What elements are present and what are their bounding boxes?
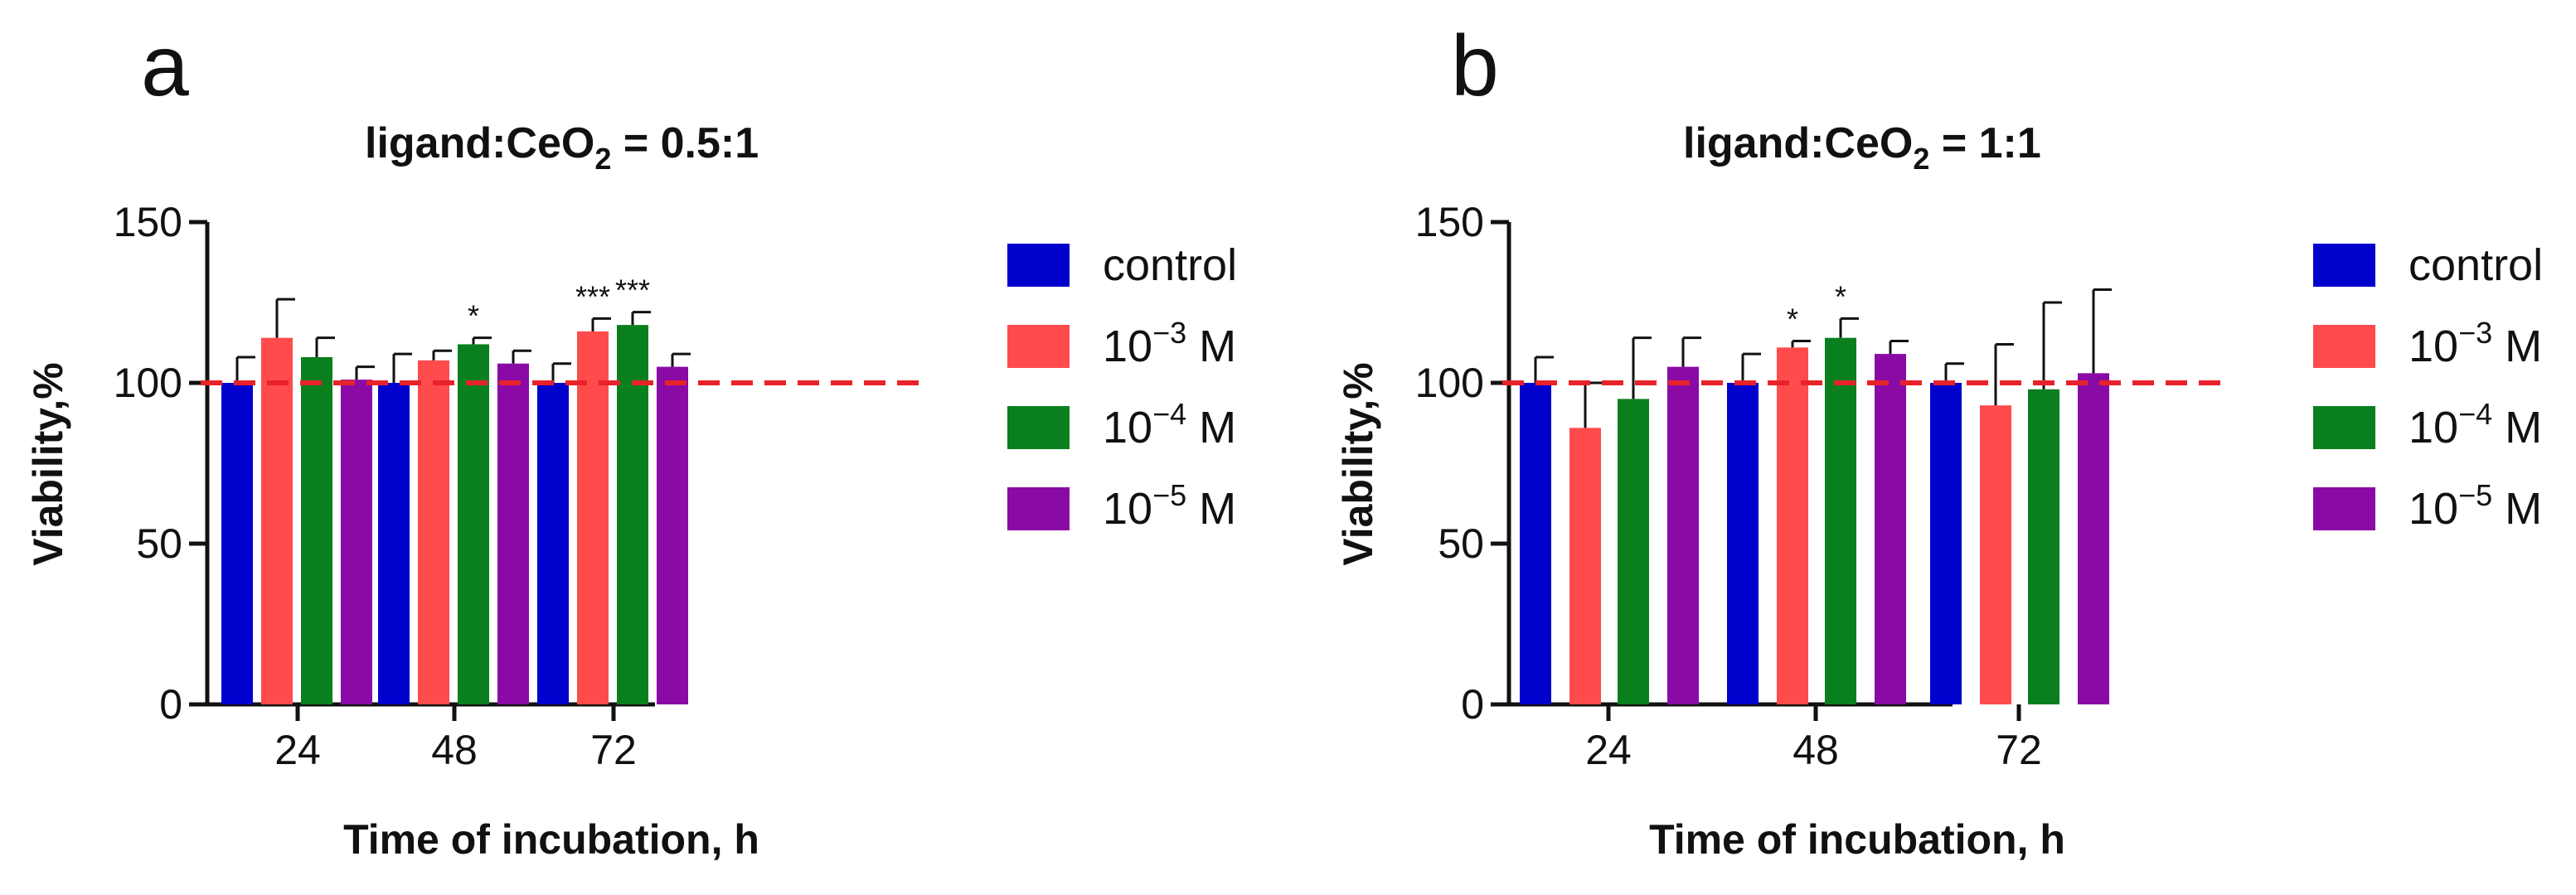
legend-label: 10−4 M <box>2409 397 2542 452</box>
bar-1-0 <box>261 337 293 704</box>
legend-label: 10−3 M <box>2409 316 2542 371</box>
bar-1-1 <box>1777 347 1808 704</box>
bar-2-1 <box>458 344 489 704</box>
significance-mark: * <box>1787 302 1798 336</box>
y-tick-label: 150 <box>1415 199 1484 245</box>
x-tick-label: 24 <box>274 727 321 773</box>
bar-2-2 <box>2028 389 2059 704</box>
y-tick-label: 100 <box>1415 360 1484 406</box>
legend-swatch <box>2313 487 2375 530</box>
legend-swatch <box>1007 244 1070 287</box>
bar-1-0 <box>1569 428 1601 704</box>
bar-0-1 <box>1727 383 1759 704</box>
y-tick-label: 0 <box>1461 681 1484 728</box>
chart-panel-b: b ligand:CeO2 = 1:1 0 50 100 150 24 48 72 * * Time … <box>1335 18 2543 863</box>
x-axis-label: Time of incubation, h <box>1649 816 2065 863</box>
y-tick-label: 100 <box>114 360 182 406</box>
legend-label: 10−4 M <box>1103 397 1236 452</box>
bar-1-1 <box>418 360 449 704</box>
y-tick-label: 50 <box>1438 520 1484 567</box>
bar-0-0 <box>221 383 253 704</box>
legend-swatch <box>1007 406 1070 449</box>
x-tick-label: 24 <box>1585 727 1632 773</box>
bar-2-0 <box>301 356 332 704</box>
significance-mark: * <box>1835 279 1846 313</box>
legend-label: 10−3 M <box>1103 316 1236 371</box>
x-tick-label: 48 <box>431 727 478 773</box>
legend-swatch <box>2313 325 2375 368</box>
bar-3-0 <box>341 380 372 704</box>
bar-3-1 <box>497 363 529 704</box>
bar-0-1 <box>378 383 410 704</box>
x-tick-label: 48 <box>1793 727 1839 773</box>
x-tick-label: 72 <box>1996 727 2042 773</box>
bar-3-0 <box>1667 366 1699 704</box>
bar-0-2 <box>1930 383 1962 704</box>
panel-letter: a <box>141 18 189 114</box>
legend-label: control <box>2409 240 2543 290</box>
chart-title: ligand:CeO2 = 0.5:1 <box>365 119 759 176</box>
significance-mark: *** <box>575 279 610 313</box>
legend-label: 10−5 M <box>2409 478 2542 534</box>
legend-swatch <box>2313 406 2375 449</box>
significance-mark: *** <box>615 273 650 307</box>
significance-mark: * <box>468 299 479 333</box>
y-tick-label: 50 <box>136 520 182 567</box>
chart-title: ligand:CeO2 = 1:1 <box>1683 119 2041 176</box>
legend-label: control <box>1103 240 1237 290</box>
bar-3-2 <box>2078 373 2109 704</box>
y-tick-label: 0 <box>159 681 182 728</box>
bar-2-0 <box>1618 399 1649 704</box>
x-tick-label: 72 <box>590 727 637 773</box>
bar-2-2 <box>617 325 648 704</box>
bar-2-1 <box>1825 337 1856 704</box>
y-axis-label: Viability,% <box>1335 362 1381 565</box>
legend-swatch <box>1007 325 1070 368</box>
bar-1-2 <box>1980 405 2011 704</box>
legend-swatch <box>2313 244 2375 287</box>
bar-3-1 <box>1875 354 1906 704</box>
legend-swatch <box>1007 487 1070 530</box>
bar-0-2 <box>537 383 569 704</box>
y-tick-label: 150 <box>114 199 182 245</box>
legend-label: 10−5 M <box>1103 478 1236 534</box>
bar-0-0 <box>1520 383 1551 704</box>
x-axis-label: Time of incubation, h <box>343 816 759 863</box>
panel-letter: b <box>1451 18 1499 114</box>
bar-1-2 <box>577 331 609 704</box>
y-axis-label: Viability,% <box>25 362 71 565</box>
bar-3-2 <box>657 366 688 704</box>
